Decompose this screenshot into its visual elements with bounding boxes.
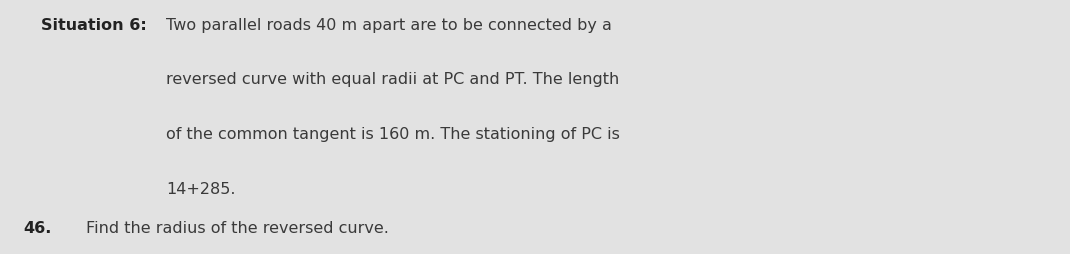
Text: Find the radius of the reversed curve.: Find the radius of the reversed curve. bbox=[86, 221, 388, 236]
Text: 46.: 46. bbox=[24, 221, 52, 236]
Text: of the common tangent is 160 m. The stationing of PC is: of the common tangent is 160 m. The stat… bbox=[166, 127, 620, 142]
Text: Two parallel roads 40 m apart are to be connected by a: Two parallel roads 40 m apart are to be … bbox=[166, 18, 612, 33]
Text: 14+285.: 14+285. bbox=[166, 182, 235, 197]
Text: reversed curve with equal radii at PC and PT. The length: reversed curve with equal radii at PC an… bbox=[166, 72, 620, 87]
Text: Situation 6:: Situation 6: bbox=[41, 18, 147, 33]
